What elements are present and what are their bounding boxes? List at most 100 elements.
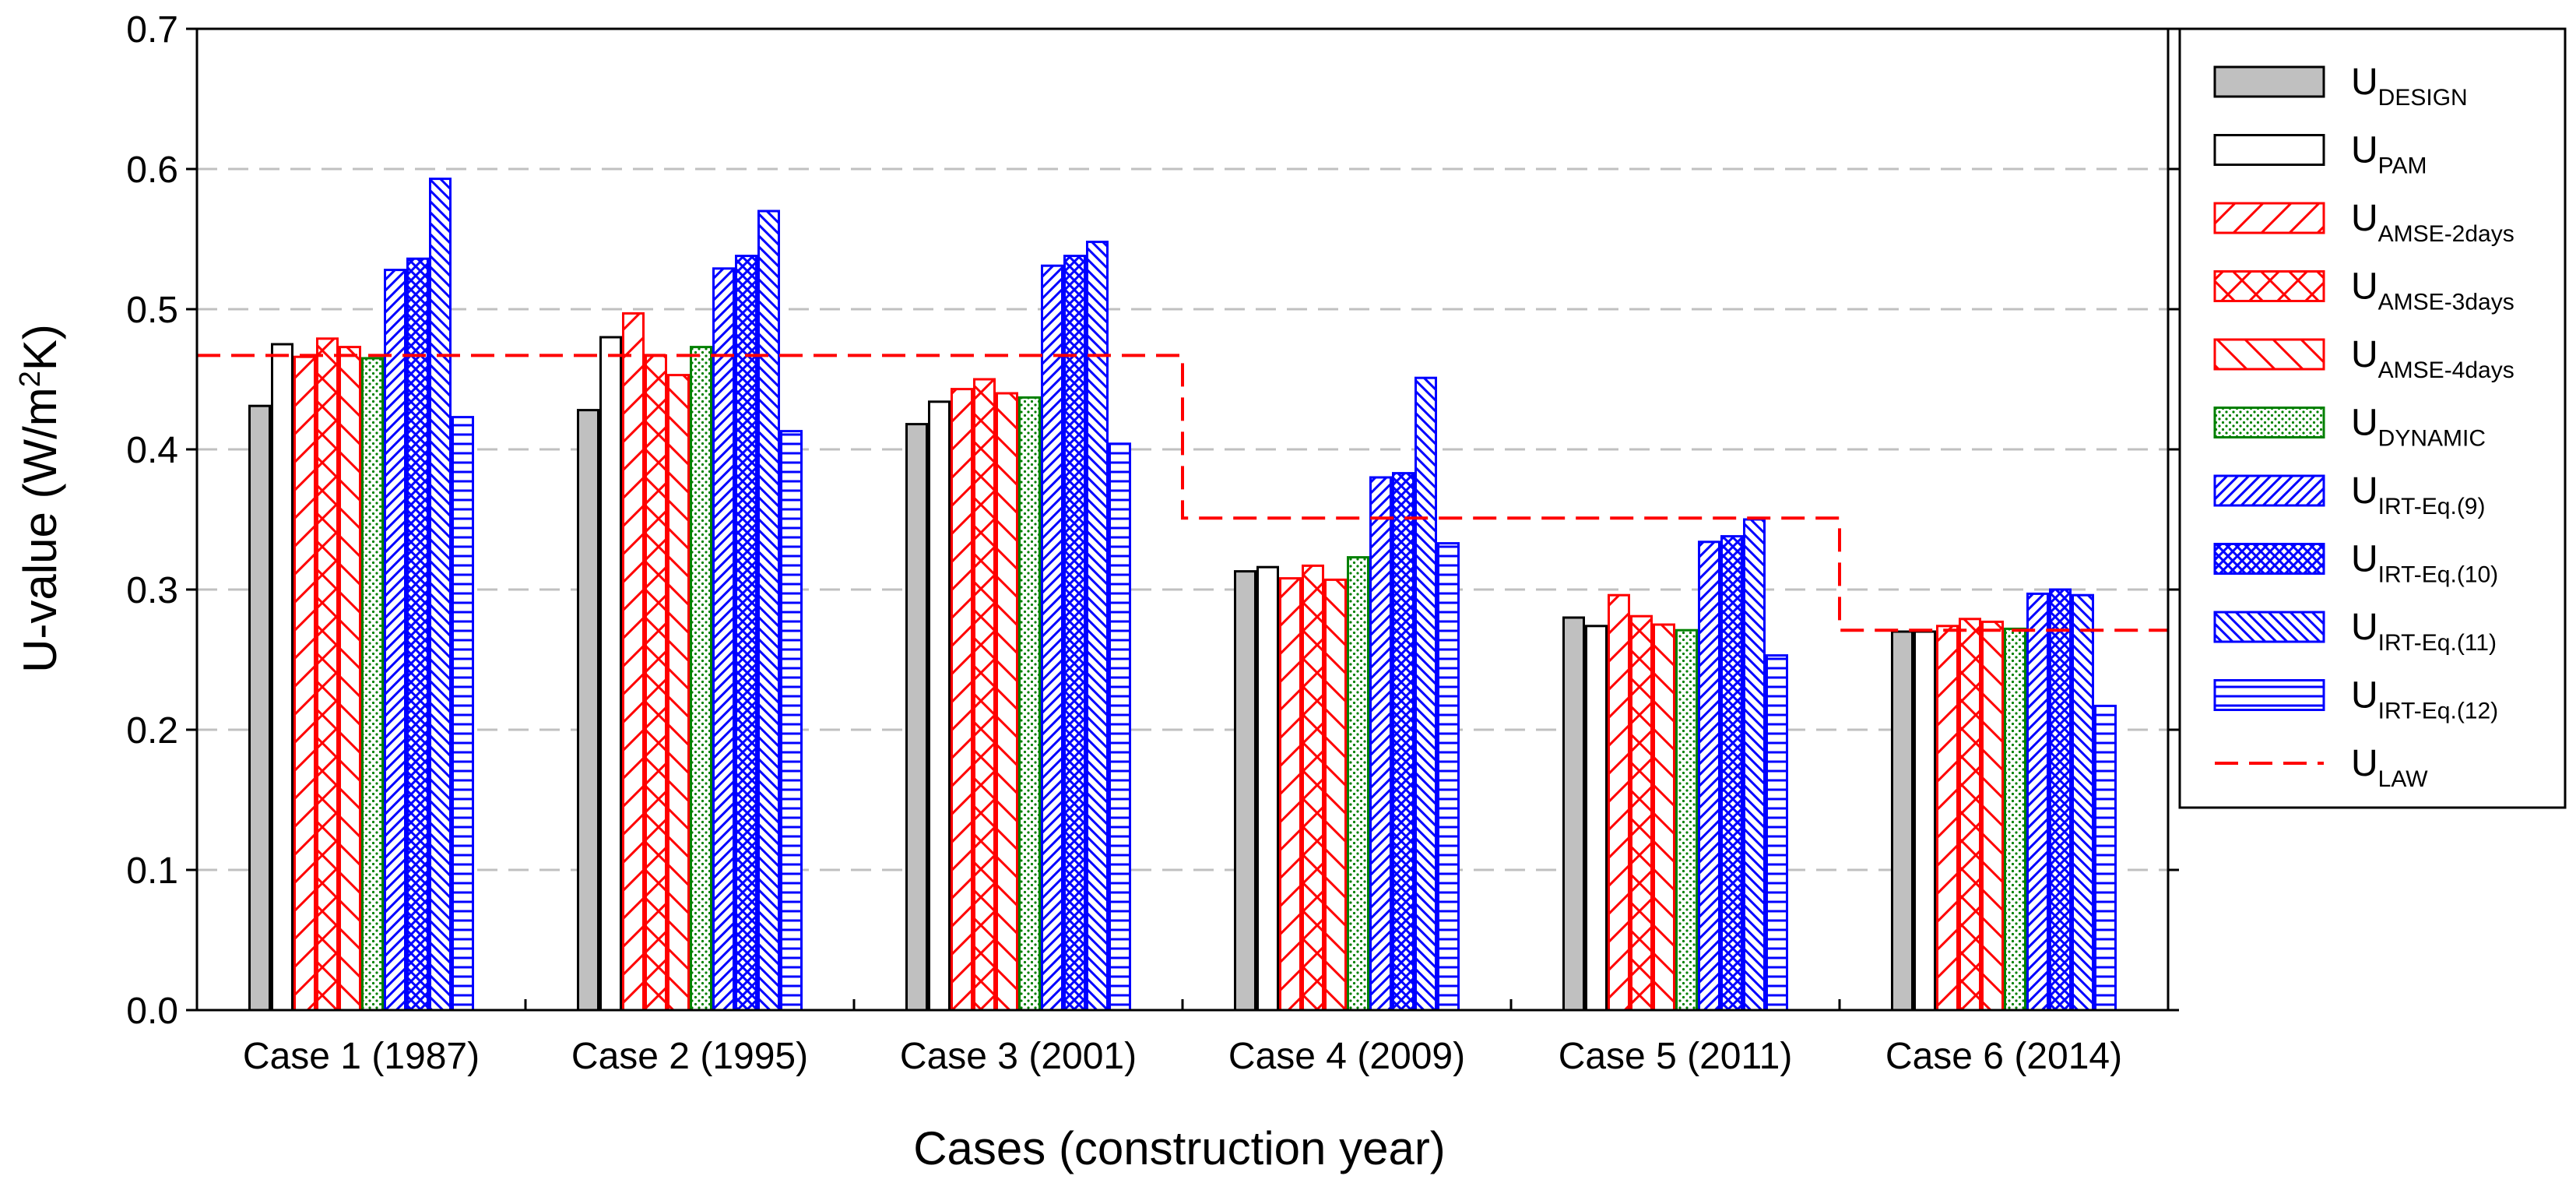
- legend-label: UPAM: [2351, 130, 2427, 179]
- bar: [1936, 625, 1959, 1012]
- y-tick-label: 0.6: [126, 150, 178, 191]
- legend-label-sub: DYNAMIC: [2378, 426, 2486, 452]
- bar: [622, 312, 645, 1012]
- x-axis-title: Cases (construction year): [913, 1122, 1446, 1174]
- bar: [1743, 518, 1766, 1012]
- bar: [1234, 570, 1256, 1012]
- legend-label-main: U: [2351, 403, 2378, 444]
- legend-swatch: [2213, 65, 2325, 98]
- legend-label-main: U: [2351, 266, 2378, 308]
- bar: [1041, 264, 1063, 1012]
- x-tick-label: Case 6 (2014): [1885, 1036, 2122, 1077]
- legend-swatch: [2213, 134, 2325, 166]
- bar: [1630, 614, 1653, 1012]
- y-tick-label: 0.7: [126, 9, 178, 51]
- bar: [951, 388, 973, 1012]
- bar: [1675, 628, 1698, 1012]
- legend-label-main: U: [2351, 470, 2378, 512]
- bar: [690, 346, 712, 1012]
- legend-swatch: [2213, 611, 2325, 643]
- bar: [1720, 535, 1743, 1012]
- legend-label-main: U: [2351, 675, 2378, 716]
- legend-label-sub: IRT-Eq.(12): [2378, 699, 2499, 724]
- bar: [316, 337, 339, 1012]
- legend-label: UIRT-Eq.(10): [2351, 539, 2498, 588]
- legend-swatch: [2213, 474, 2325, 507]
- y-axis-title-main: U-value (W/m: [14, 387, 66, 673]
- bar: [2026, 592, 2049, 1012]
- bar: [429, 178, 452, 1012]
- bar: [1653, 623, 1675, 1012]
- y-tick-label: 0.5: [126, 290, 178, 331]
- bar: [599, 336, 622, 1012]
- bar: [928, 400, 951, 1012]
- legend-label-sub: IRT-Eq.(10): [2378, 562, 2499, 588]
- bar: [1608, 593, 1630, 1012]
- bar: [1109, 442, 1131, 1012]
- legend-swatch: [2213, 407, 2325, 438]
- bar: [339, 346, 361, 1012]
- y-axis-title-sup: 2: [14, 371, 47, 387]
- bar: [1766, 654, 1788, 1012]
- x-tick-label: Case 2 (1995): [571, 1036, 808, 1077]
- legend-label-sub: LAW: [2378, 766, 2429, 792]
- bar: [248, 404, 271, 1012]
- legend-label: UAMSE-2days: [2351, 198, 2514, 247]
- bar: [1891, 630, 1914, 1012]
- legend-label: UDYNAMIC: [2351, 403, 2486, 452]
- legend-label: ULAW: [2351, 743, 2428, 792]
- bar: [271, 343, 293, 1012]
- bar: [2094, 704, 2117, 1012]
- legend-label: UIRT-Eq.(12): [2351, 675, 2498, 724]
- legend-label: UIRT-Eq.(9): [2351, 470, 2485, 519]
- bar: [735, 255, 757, 1012]
- bar: [1018, 396, 1041, 1012]
- bar: [1086, 241, 1109, 1012]
- bar: [780, 430, 803, 1012]
- legend-label-sub: IRT-Eq.(9): [2378, 494, 2486, 519]
- legend-swatch: [2213, 270, 2325, 302]
- legend-label-sub: DESIGN: [2378, 85, 2468, 111]
- y-tick-label: 0.4: [126, 430, 178, 471]
- legend-label-sub: PAM: [2378, 153, 2427, 179]
- legend-label: UAMSE-3days: [2351, 266, 2514, 315]
- legend-swatch: [2213, 543, 2325, 575]
- x-tick-label: Case 4 (2009): [1228, 1036, 1465, 1077]
- bar: [1437, 542, 1460, 1012]
- legend-label: UIRT-Eq.(11): [2351, 607, 2497, 656]
- law-line: [197, 354, 2168, 632]
- legend: UDESIGNUPAMUAMSE-2daysUAMSE-3daysUAMSE-4…: [2178, 27, 2567, 809]
- legend-label: UDESIGN: [2351, 62, 2468, 111]
- bar: [667, 374, 690, 1012]
- y-axis-title: U-value (W/m2K): [14, 324, 66, 673]
- legend-label-main: U: [2351, 62, 2378, 103]
- y-tick-label: 0.1: [126, 850, 178, 892]
- plot-frame: [195, 27, 2170, 1012]
- bar: [973, 378, 996, 1012]
- bar: [1256, 565, 1279, 1012]
- legend-swatch: [2213, 679, 2325, 711]
- bar: [1585, 625, 1608, 1012]
- legend-swatch: [2213, 202, 2325, 234]
- y-tick-label: 0.3: [126, 570, 178, 611]
- bar: [1698, 540, 1720, 1012]
- bar: [361, 357, 384, 1012]
- bars: [248, 178, 2117, 1012]
- y-axis-title-suffix: K): [14, 324, 66, 371]
- bar: [1302, 564, 1324, 1012]
- bar: [1324, 578, 1347, 1012]
- bar: [645, 354, 667, 1012]
- x-tick-label: Case 3 (2001): [900, 1036, 1137, 1077]
- x-tick-label: Case 1 (1987): [243, 1036, 480, 1077]
- bar: [1415, 376, 1437, 1012]
- legend-label-sub: IRT-Eq.(11): [2378, 630, 2497, 656]
- legend-label: UAMSE-4days: [2351, 334, 2514, 383]
- legend-label-main: U: [2351, 607, 2378, 648]
- bar: [2072, 593, 2094, 1012]
- axes: 0.0 0.1 0.2 0.3 0.4 0.5 0.6 0.7 Case 1 (1987) Cas…: [126, 9, 2179, 1077]
- legend-label-main: U: [2351, 130, 2378, 171]
- legend-label-main: U: [2351, 334, 2378, 375]
- legend-label-sub: AMSE-3days: [2378, 290, 2514, 315]
- legend-label-main: U: [2351, 198, 2378, 239]
